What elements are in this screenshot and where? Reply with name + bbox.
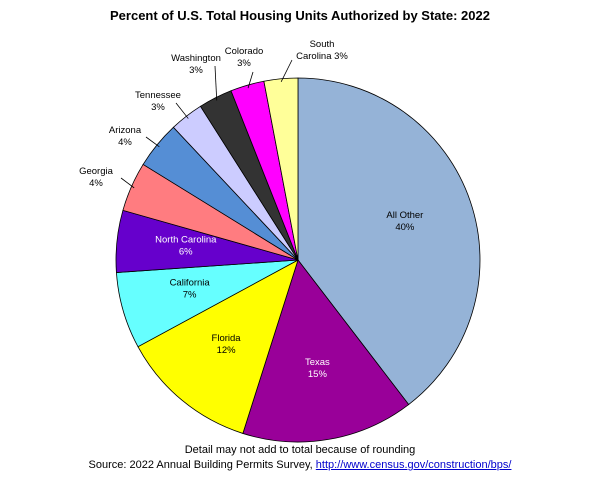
slice-label-washington: Washington 3% xyxy=(171,53,221,76)
slice-label-arizona: Arizona 4% xyxy=(109,125,142,148)
leader-line-arizona xyxy=(145,136,160,148)
leader-line-south-carolina xyxy=(280,59,293,82)
slice-label-california: California 7% xyxy=(170,277,211,300)
pie-slices xyxy=(115,77,481,443)
slice-label-south-carolina: South Carolina 3% xyxy=(296,39,348,62)
slice-labels: All Other 40% Texas 15% Florida 12% California… xyxy=(79,39,423,380)
leader-line-georgia xyxy=(120,177,135,189)
slice-label-colorado: Colorado 3% xyxy=(225,46,264,69)
leader-line-washington xyxy=(214,65,218,101)
chart-title: Percent of U.S. Total Housing Units Auth… xyxy=(110,8,490,23)
slice-label-all-other: All Other 40% xyxy=(386,210,423,233)
footnote: Detail may not add to total because of r… xyxy=(184,444,416,456)
source-text: Source: 2022 Annual Building Permits Sur… xyxy=(88,459,316,471)
pie-slice-texas xyxy=(242,259,410,443)
source-line: Source: 2022 Annual Building Permits Sur… xyxy=(0,459,600,471)
source-link[interactable]: http://www.census.gov/construction/bps/ xyxy=(315,459,512,471)
pie-slice-all-other xyxy=(297,77,481,406)
slice-label-tennessee: Tennessee 3% xyxy=(135,90,181,113)
leader-lines xyxy=(120,59,293,189)
pie-slice-south-carolina xyxy=(263,77,299,261)
slice-label-georgia: Georgia 4% xyxy=(79,166,114,189)
slice-label-north-carolina: North Carolina 6% xyxy=(155,234,217,257)
leader-line-tennessee xyxy=(175,102,189,119)
pie-slice-florida xyxy=(137,259,299,434)
leader-line-colorado xyxy=(247,71,254,89)
slice-label-florida: Florida 12% xyxy=(212,333,242,356)
slice-label-texas: Texas 15% xyxy=(305,357,330,380)
